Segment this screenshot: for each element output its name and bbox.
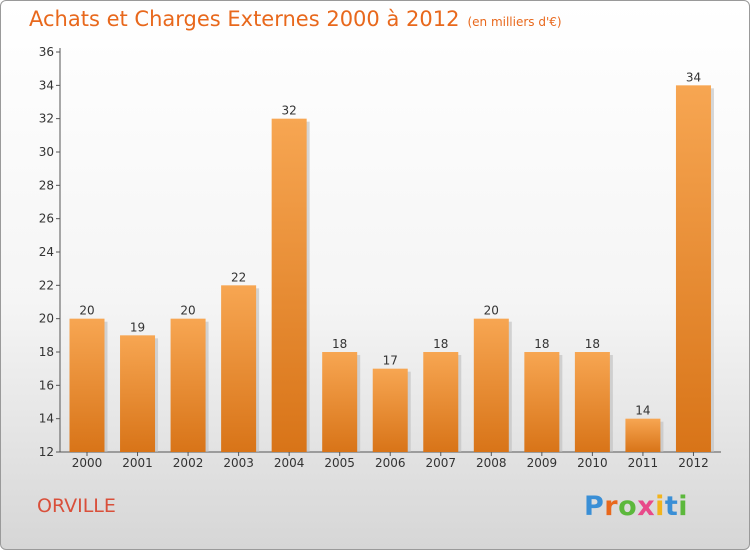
data-label: 14 — [635, 404, 650, 418]
bar — [524, 352, 560, 452]
bar — [120, 335, 156, 452]
proxiti-logo: Proxiti — [584, 491, 688, 522]
data-label: 18 — [332, 337, 347, 351]
x-tick-label: 2008 — [476, 456, 507, 470]
y-tick-label: 24 — [39, 245, 54, 259]
x-tick-label: 2010 — [577, 456, 608, 470]
x-tick-label: 2002 — [173, 456, 204, 470]
data-label: 22 — [231, 270, 246, 284]
y-tick-label: 32 — [39, 112, 54, 126]
y-tick-label: 30 — [39, 145, 54, 159]
data-label: 20 — [79, 304, 94, 318]
bar — [625, 418, 661, 452]
x-tick-label: 2001 — [122, 456, 153, 470]
data-label: 34 — [686, 70, 701, 84]
data-label: 18 — [534, 337, 549, 351]
chart-title: Achats et Charges Externes 2000 à 2012 (e… — [29, 7, 562, 31]
bar — [221, 285, 257, 452]
bar — [170, 318, 206, 452]
data-label: 20 — [180, 304, 195, 318]
y-tick-label: 34 — [39, 78, 54, 92]
data-label: 20 — [484, 304, 499, 318]
data-label: 32 — [282, 104, 297, 118]
bar — [271, 118, 307, 453]
x-tick-label: 2003 — [223, 456, 254, 470]
bar — [675, 85, 711, 452]
data-label: 18 — [585, 337, 600, 351]
bar — [574, 352, 610, 452]
x-tick-label: 2009 — [527, 456, 558, 470]
bar — [473, 318, 509, 452]
bar — [423, 352, 459, 452]
chart-title-text: Achats et Charges Externes 2000 à 2012 — [29, 7, 460, 31]
y-tick-label: 26 — [39, 212, 54, 226]
x-tick-label: 2006 — [375, 456, 406, 470]
data-label: 18 — [433, 337, 448, 351]
logo-letter: r — [604, 491, 619, 522]
y-tick-label: 12 — [39, 445, 54, 459]
logo-letter: o — [618, 491, 638, 522]
logo-letter: t — [664, 491, 679, 522]
commune-name: ORVILLE — [37, 495, 116, 517]
data-label: 17 — [383, 354, 398, 368]
x-tick-label: 2007 — [425, 456, 456, 470]
y-tick-label: 28 — [39, 178, 54, 192]
data-label: 19 — [130, 320, 145, 334]
y-tick-label: 36 — [39, 45, 54, 59]
x-tick-label: 2000 — [72, 456, 103, 470]
bar — [322, 352, 358, 452]
x-tick-label: 2005 — [324, 456, 355, 470]
x-tick-label: 2011 — [628, 456, 659, 470]
y-tick-label: 14 — [39, 412, 54, 426]
logo-letter: i — [655, 491, 665, 522]
y-tick-label: 22 — [39, 278, 54, 292]
y-tick-label: 18 — [39, 345, 54, 359]
logo-letter: i — [678, 491, 689, 522]
logo-letter: P — [584, 491, 605, 522]
logo-letter: x — [637, 491, 656, 522]
y-tick-label: 20 — [39, 312, 54, 326]
bar — [69, 318, 105, 452]
chart-unit: (en milliers d'€) — [467, 15, 562, 29]
bar — [372, 368, 408, 452]
x-tick-label: 2004 — [274, 456, 305, 470]
x-tick-label: 2012 — [678, 456, 709, 470]
y-tick-label: 16 — [39, 378, 54, 392]
